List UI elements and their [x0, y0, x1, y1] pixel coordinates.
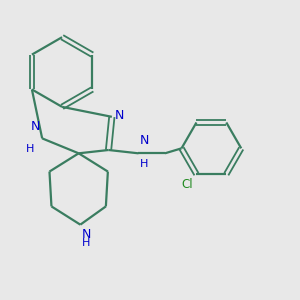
- Text: N: N: [31, 120, 40, 133]
- Text: H: H: [82, 238, 90, 248]
- Text: N: N: [115, 109, 124, 122]
- Text: N: N: [82, 228, 92, 241]
- Text: H: H: [26, 144, 34, 154]
- Text: Cl: Cl: [182, 178, 193, 191]
- Text: N: N: [140, 134, 149, 147]
- Text: H: H: [140, 159, 148, 169]
